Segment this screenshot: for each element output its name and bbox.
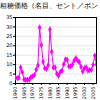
svg-text:2005: 2005: [90, 87, 96, 100]
svg-text:25: 25: [6, 33, 12, 39]
svg-text:2000: 2000: [81, 87, 87, 100]
svg-text:0: 0: [9, 80, 12, 86]
svg-text:1960: 1960: [12, 87, 18, 100]
svg-text:1965: 1965: [21, 87, 27, 100]
svg-text:1970: 1970: [29, 87, 35, 100]
svg-text:1985: 1985: [55, 87, 61, 100]
svg-text:15: 15: [6, 52, 12, 58]
svg-text:1990: 1990: [64, 87, 70, 100]
svg-text:10: 10: [6, 61, 12, 67]
svg-text:1975: 1975: [38, 87, 44, 100]
svg-text:35: 35: [6, 14, 12, 20]
svg-text:30: 30: [6, 24, 12, 30]
svg-text:20: 20: [6, 42, 12, 48]
svg-text:5: 5: [9, 71, 12, 77]
svg-text:1995: 1995: [72, 87, 78, 100]
svg-text:1980: 1980: [47, 87, 53, 100]
